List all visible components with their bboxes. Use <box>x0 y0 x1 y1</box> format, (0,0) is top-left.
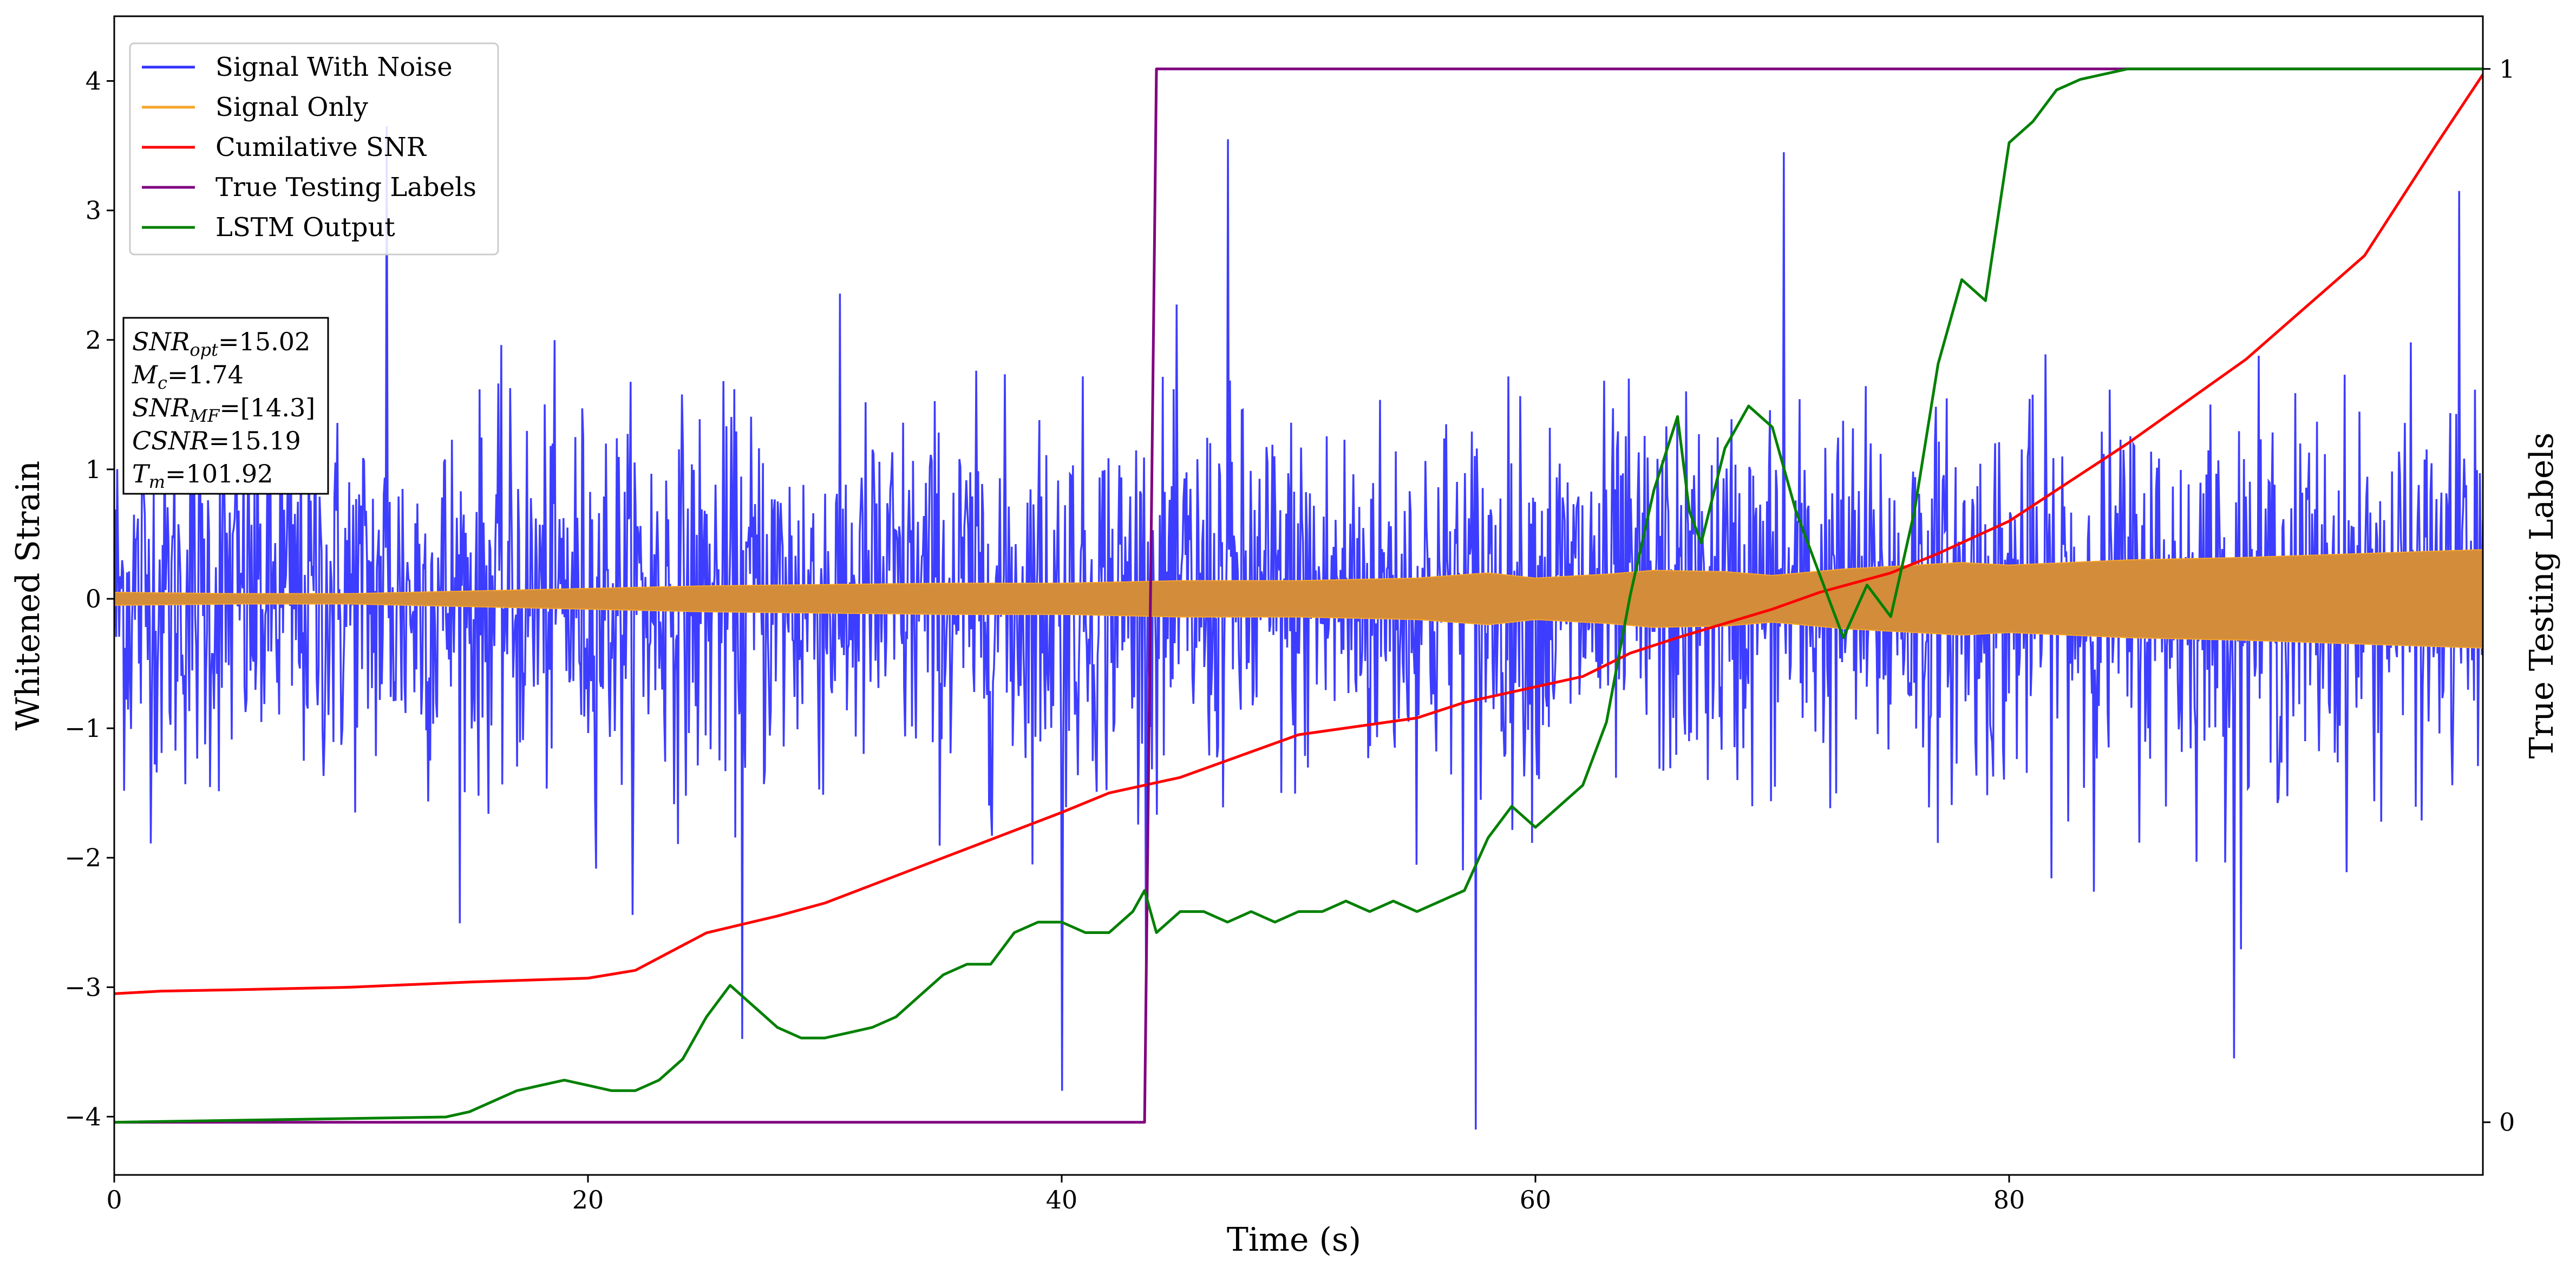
legend: Signal With Noise Signal Only Cumilative S… <box>129 42 499 256</box>
y-tick-label: 3 <box>86 196 101 225</box>
x-tick-label: 40 <box>1046 1185 1078 1214</box>
true-testing-labels-line <box>114 67 2483 1124</box>
right-y-tick-label: 0 <box>2499 1108 2515 1137</box>
y-tick-label: 2 <box>86 325 101 355</box>
x-tick-label: 60 <box>1520 1185 1552 1214</box>
legend-box <box>129 42 499 256</box>
legend-label-signal-with-noise: Signal With Noise <box>215 52 453 82</box>
y-axis-ticks: −4 −3 −2 −1 0 1 2 3 4 <box>64 67 114 1131</box>
y-tick-label: 4 <box>86 67 101 96</box>
y-tick-label: −3 <box>64 972 101 1002</box>
x-axis-ticks: 0 20 40 60 80 <box>106 1175 2025 1214</box>
parameter-line: SNRMF=[14.3] <box>132 393 315 426</box>
parameter-box-frame <box>122 317 329 495</box>
y-tick-label: 1 <box>86 455 101 484</box>
x-axis-title: Time (s) <box>1227 1221 1361 1259</box>
right-y-tick-label: 1 <box>2499 54 2515 83</box>
x-tick-label: 80 <box>1993 1185 2025 1214</box>
legend-label-signal-only: Signal Only <box>215 92 368 122</box>
legend-label-cumilative-snr: Cumilative SNR <box>215 132 427 162</box>
x-tick-label: 20 <box>572 1185 604 1214</box>
series-lines <box>114 67 2483 1124</box>
parameter-line: SNRopt=15.02 <box>132 327 310 360</box>
parameter-line: Mc=1.74 <box>132 360 244 393</box>
plot-frame <box>113 15 2484 1176</box>
parameter-box: SNRopt=15.02Mc=1.74SNRMF=[14.3]CSNR=15.1… <box>122 317 329 495</box>
right-y-axis-ticks: 01 <box>2483 54 2515 1137</box>
right-y-axis-title: True Testing Labels <box>2523 433 2561 759</box>
y-tick-label: −2 <box>64 843 101 872</box>
y-tick-label: −4 <box>64 1102 101 1131</box>
legend-label-lstm-output: LSTM Output <box>215 212 395 243</box>
x-tick-label: 0 <box>106 1185 122 1214</box>
y-tick-label: 0 <box>86 584 101 613</box>
plot-area <box>114 67 2483 1130</box>
lstm-output-line <box>114 67 2483 1124</box>
parameter-line: Tm=101.92 <box>132 459 273 492</box>
legend-label-true-testing-labels: True Testing Labels <box>215 172 476 202</box>
y-axis-title: Whitened Strain <box>9 461 47 730</box>
y-tick-label: −1 <box>64 714 101 743</box>
parameter-line: CSNR=15.19 <box>132 426 301 455</box>
cumilative-snr-line <box>114 74 2483 995</box>
